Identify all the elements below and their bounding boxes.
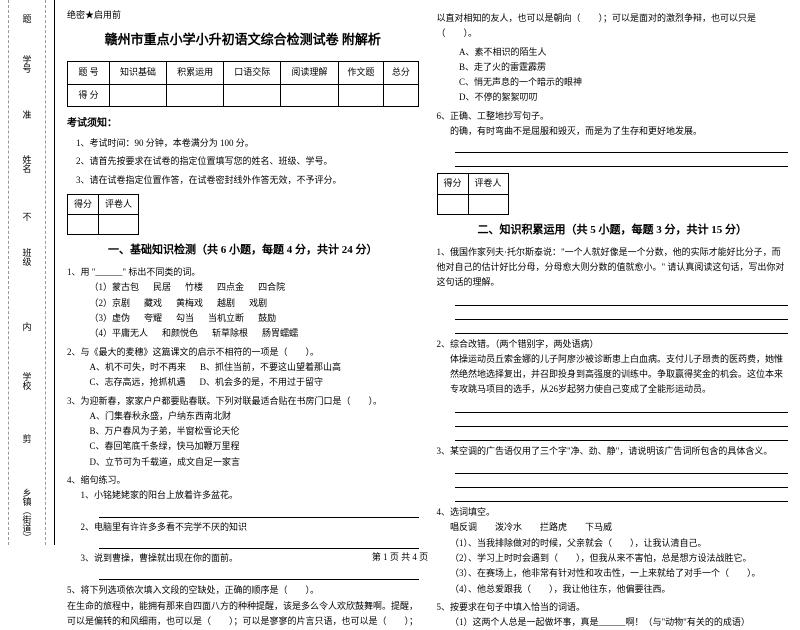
question-2: 2、与《最大的麦穗》这篇课文的启示不相符的一项是（ ）。 A、机不可失，时不再来… xyxy=(67,345,419,391)
score-header: 题 号 xyxy=(68,62,110,84)
secret-label: 绝密★启用前 xyxy=(67,8,419,23)
gutter-label-bu: 不 xyxy=(22,210,31,223)
answer-line xyxy=(455,308,789,320)
question-s2-1: 1、俄国作家列夫·托尔斯泰说："一个人就好像是一个分数，他的实际才能好比分子，而… xyxy=(437,245,789,291)
question-6: 6、正确、工整地抄写句子。 的确，有时弯曲不是屈服和毁灭，而是为了生存和更好地发… xyxy=(437,109,789,168)
answer-line xyxy=(455,141,789,153)
question-s2-2: 2、综合改错。（两个错别字，两处语病） 体操运动员丘索金娜的儿子阿廖沙被诊断患上… xyxy=(437,337,789,398)
gutter-label-class: 班级 xyxy=(21,248,34,266)
question-5-cont: 以直对相知的友人，也可以是朝向（ ）；可以是面对的激烈争辩，也可以只是（ ）。 xyxy=(437,11,789,42)
q2-stem: 2、与《最大的麦穗》这篇课文的启示不相符的一项是（ ）。 xyxy=(67,345,419,360)
score-header: 作文题 xyxy=(338,62,384,84)
grader-table: 得分评卷人 xyxy=(67,194,139,236)
answer-line xyxy=(455,155,789,167)
q5-stem: 5、将下列选项依次填入文段的空缺处，正确的顺序是（ ）。 xyxy=(67,583,419,598)
score-header: 阅读理解 xyxy=(281,62,338,84)
score-table: 题 号 知识基础 积累运用 口语交际 阅读理解 作文题 总分 得 分 xyxy=(67,61,419,107)
question-1: 1、用 "______" 标出不同类的词。 （1）蒙古包民居竹楼四点金四合院 （… xyxy=(67,265,419,341)
mini-header: 得分 xyxy=(68,194,99,214)
mini-header: 评卷人 xyxy=(468,174,508,194)
gutter-label-cut: 剪 xyxy=(22,432,31,445)
question-s2-5: 5、按要求在句子中填入恰当的词语。 （1）这两个人总是一起做坏事，真是_____… xyxy=(437,600,789,630)
answer-line xyxy=(455,429,789,441)
q1-stem: 1、用 "______" 标出不同类的词。 xyxy=(67,265,419,280)
binding-gutter: 乡镇（街道） 剪 学校 内 班级 不 姓名 准 学号 题 xyxy=(0,0,55,545)
column-left: 绝密★启用前 赣州市重点小学小升初语文综合检测试卷 附解析 题 号 知识基础 积… xyxy=(67,8,419,545)
mini-header: 评卷人 xyxy=(99,194,139,214)
q2-4-stem: 4、选词填空。 xyxy=(437,505,789,520)
q4-stem: 4、缩句练习。 xyxy=(67,473,419,488)
grader-table-2: 得分评卷人 xyxy=(437,173,509,215)
gutter-label-township: 乡镇（街道） xyxy=(21,488,34,542)
question-5: 5、将下列选项依次填入文段的空缺处，正确的顺序是（ ）。 在生命的旅程中，能拥有… xyxy=(67,583,419,629)
answer-line xyxy=(455,476,789,488)
gutter-label-name: 姓名 xyxy=(21,155,34,173)
answer-line xyxy=(455,322,789,334)
question-3: 3、为迎新春，家家户户都要贴春联。下列对联最适合贴在书房门口是（ ）。 A、门集… xyxy=(67,394,419,470)
q2-2-stem: 2、综合改错。（两个错别字，两处语病） xyxy=(437,337,789,352)
answer-line xyxy=(99,568,419,580)
section-2-title: 二、知识积累运用（共 5 小题，每题 3 分，共计 15 分） xyxy=(437,221,789,240)
q2-4-words: 唱反调 泼冷水 拦路虎 下马威 xyxy=(437,520,789,535)
score-header: 知识基础 xyxy=(110,62,167,84)
table-row: 得 分 xyxy=(68,84,419,106)
mini-header: 得分 xyxy=(437,174,468,194)
gutter-label-nei: 内 xyxy=(22,320,31,333)
gutter-label-zhun: 准 xyxy=(22,108,31,121)
answer-line xyxy=(455,401,789,413)
notice-item: 3、请在试卷指定位置作答，在试卷密封线外作答无效，不予评分。 xyxy=(67,173,419,188)
notice-block: 1、考试时间：90 分钟，本卷满分为 100 分。 2、请首先按要求在试卷的指定… xyxy=(67,136,419,188)
section-1-title: 一、基础知识检测（共 6 小题，每题 4 分，共计 24 分） xyxy=(67,241,419,260)
q3-stem: 3、为迎新春，家家户户都要贴春联。下列对联最适合贴在书房门口是（ ）。 xyxy=(67,394,419,409)
gutter-label-school: 学校 xyxy=(21,372,34,390)
question-s2-3: 3、某空调的广告语仅用了三个字"净、劲、静"，请说明该广告词所包含的具体含义。 xyxy=(437,444,789,459)
answer-line xyxy=(455,294,789,306)
exam-title: 赣州市重点小学小升初语文综合检测试卷 附解析 xyxy=(67,29,419,51)
table-row: 题 号 知识基础 积累运用 口语交际 阅读理解 作文题 总分 xyxy=(68,62,419,84)
score-row-label: 得 分 xyxy=(68,84,110,106)
notice-item: 2、请首先按要求在试卷的指定位置填写您的姓名、班级、学号。 xyxy=(67,154,419,169)
gutter-label-id: 学号 xyxy=(21,55,34,73)
answer-line xyxy=(455,490,789,502)
answer-line xyxy=(455,462,789,474)
gutter-dash xyxy=(8,0,46,545)
q6-stem: 6、正确、工整地抄写句子。 xyxy=(437,109,789,124)
page-footer: 第 1 页 共 4 页 xyxy=(0,550,800,563)
q6-body: 的确，有时弯曲不是屈服和毁灭，而是为了生存和更好地发展。 xyxy=(437,124,789,139)
score-header: 口语交际 xyxy=(224,62,281,84)
q2-2-body: 体操运动员丘索金娜的儿子阿廖沙被诊断患上白血病。支付儿子昂贵的医药费，她惟然绝然… xyxy=(437,352,789,398)
q5-body: 在生命的旅程中，能拥有那来自四面八方的种种提醒，该是多么令人欢欣鼓舞啊。提醒，可… xyxy=(67,599,419,630)
column-right: 以直对相知的友人，也可以是朝向（ ）；可以是面对的激烈争辩，也可以只是（ ）。 … xyxy=(437,8,789,545)
question-4: 4、缩句练习。 1、小铭姥姥家的阳台上放着许多盆花。 2、电脑里有许许多多看不完… xyxy=(67,473,419,580)
notice-item: 1、考试时间：90 分钟，本卷满分为 100 分。 xyxy=(67,136,419,151)
notice-title: 考试须知： xyxy=(67,115,419,132)
answer-line xyxy=(99,537,419,549)
q2-5-stem: 5、按要求在句子中填入恰当的词语。 xyxy=(437,600,789,615)
score-header: 总分 xyxy=(384,62,418,84)
answer-line xyxy=(455,415,789,427)
score-header: 积累运用 xyxy=(167,62,224,84)
gutter-label-ti: 题 xyxy=(22,12,31,25)
answer-line xyxy=(99,506,419,518)
